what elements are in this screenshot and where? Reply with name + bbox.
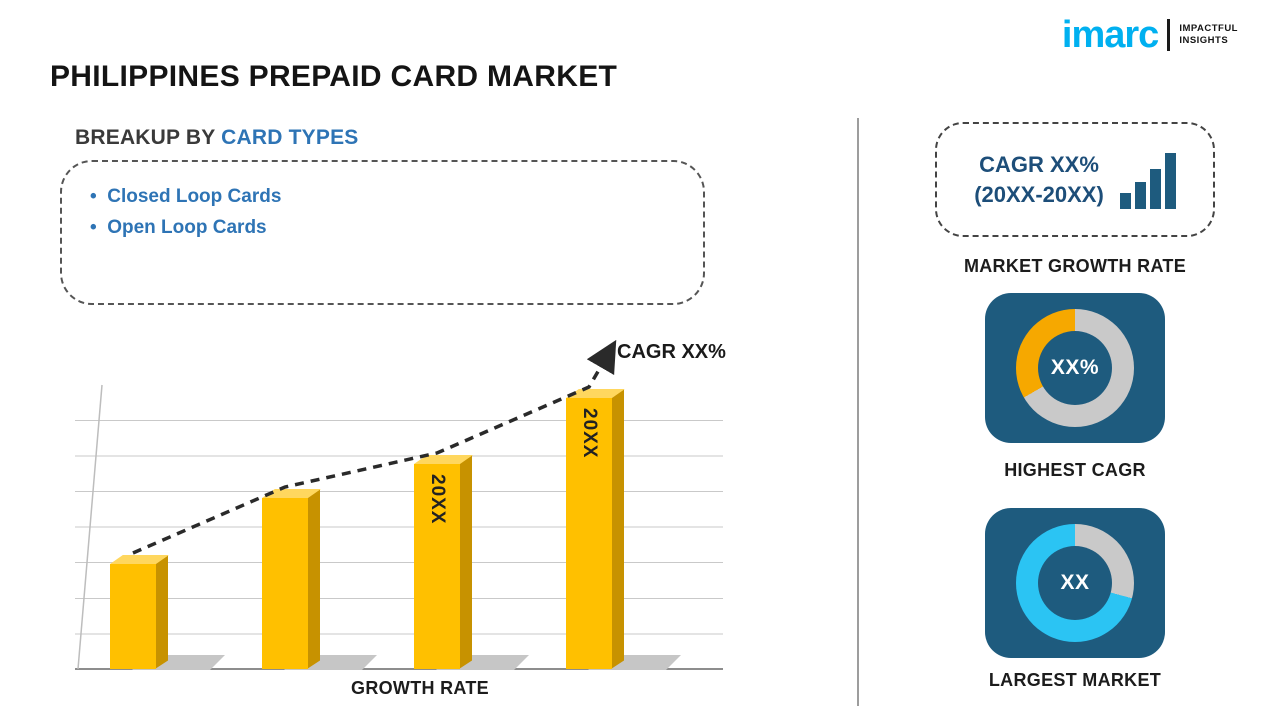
card-types-box: Closed Loop Cards Open Loop Cards — [60, 160, 705, 305]
imarc-logo: imarc IMPACTFUL INSIGHTS — [1062, 16, 1238, 54]
bar-side-face — [611, 389, 624, 669]
largest-market-card: XX — [985, 508, 1165, 658]
vertical-divider — [857, 118, 859, 706]
breakup-heading-highlight: CARD TYPES — [221, 126, 359, 149]
highest-cagr-donut: XX% — [1016, 309, 1134, 427]
card-type-item-closed-loop: Closed Loop Cards — [90, 182, 675, 213]
bar-4: 20XX — [566, 389, 681, 670]
bar-3: 20XX — [414, 455, 529, 670]
bar-side-face — [155, 555, 168, 669]
logo-tagline-line1: IMPACTFUL — [1179, 22, 1238, 34]
cagr-trend-label: CAGR XX% — [617, 341, 726, 363]
bar-front-face — [262, 498, 308, 669]
market-growth-rate-caption: MARKET GROWTH RATE — [963, 256, 1187, 276]
page-title: PHILIPPINES PREPAID CARD MARKET — [50, 60, 618, 93]
chart-x-axis-label: GROWTH RATE — [351, 678, 489, 698]
bar-value-label: 20XX — [579, 408, 600, 459]
bar-1 — [110, 555, 225, 670]
largest-market-caption: LARGEST MARKET — [988, 670, 1162, 690]
market-growth-rate-box: CAGR XX% (20XX-20XX) — [935, 122, 1215, 237]
largest-market-donut: XX — [1016, 524, 1134, 642]
bar-chart-icon — [1119, 151, 1176, 209]
highest-cagr-card: XX% — [985, 293, 1165, 443]
highest-cagr-value: XX% — [1050, 356, 1100, 379]
logo-tagline-line2: INSIGHTS — [1179, 35, 1229, 46]
bar-side-face — [307, 489, 320, 669]
cagr-text: CAGR XX% (20XX-20XX) — [974, 150, 1104, 209]
imarc-logo-text: imarc — [1061, 14, 1159, 56]
bar-side-face — [459, 455, 472, 669]
imarc-logo-tagline: IMPACTFUL INSIGHTS — [1179, 23, 1238, 48]
chart-gridlines — [75, 385, 723, 670]
breakup-heading-prefix: BREAKUP BY — [75, 126, 222, 149]
chart-x-axis — [75, 668, 723, 670]
cagr-line2: (20XX-20XX) — [974, 181, 1104, 207]
bar-front-face — [110, 564, 156, 669]
highest-cagr-caption: HIGHEST CAGR — [1004, 460, 1146, 480]
breakup-heading: BREAKUP BY CARD TYPES — [75, 126, 358, 150]
largest-market-value: XX — [1060, 571, 1090, 594]
bar-value-label: 20XX — [427, 474, 448, 525]
bar-2 — [262, 489, 377, 670]
cagr-line1: CAGR XX% — [979, 151, 1099, 177]
growth-rate-bar-chart: CAGR XX% 20XX 20XX — [65, 335, 745, 670]
card-type-item-open-loop: Open Loop Cards — [90, 213, 675, 244]
logo-divider — [1167, 19, 1171, 51]
